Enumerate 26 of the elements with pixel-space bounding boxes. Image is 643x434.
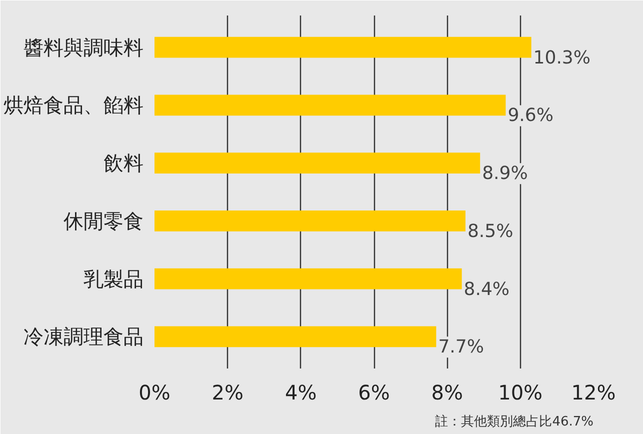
x-tick-label: 8%: [431, 380, 464, 404]
x-tick-label: 6%: [358, 380, 390, 404]
bar: [154, 152, 480, 174]
text: 註：其他類別總占比46.7%: [435, 414, 594, 430]
x-tick-label: 2%: [212, 380, 244, 404]
x-tick-label: 12%: [571, 380, 616, 404]
bar: [154, 210, 466, 232]
bar: [154, 36, 532, 58]
y-tick-label: 飲料: [104, 151, 144, 176]
bar: [154, 326, 436, 348]
data-label: 8.5%: [467, 220, 514, 242]
bar: [154, 268, 462, 290]
x-tick-label: 4%: [284, 380, 317, 404]
x-tick-label: 0%: [138, 380, 170, 404]
y-tick-label: 烘焙食品、餡料: [4, 93, 144, 118]
bar: [154, 94, 506, 116]
data-label: 9.6%: [508, 105, 554, 126]
y-tick-label: 醬料與調味料: [24, 35, 144, 60]
x-tick-label: 10%: [498, 380, 543, 404]
data-label: 7.7%: [438, 336, 484, 358]
y-tick-label: 乳製品: [84, 266, 144, 291]
y-tick-label: 冷凍調理食品: [24, 324, 144, 349]
data-label: 8.9%: [482, 163, 528, 184]
data-label: 10.3%: [533, 47, 590, 68]
data-label: 8.4%: [464, 278, 510, 300]
y-tick-label: 休閒零食: [64, 208, 144, 233]
